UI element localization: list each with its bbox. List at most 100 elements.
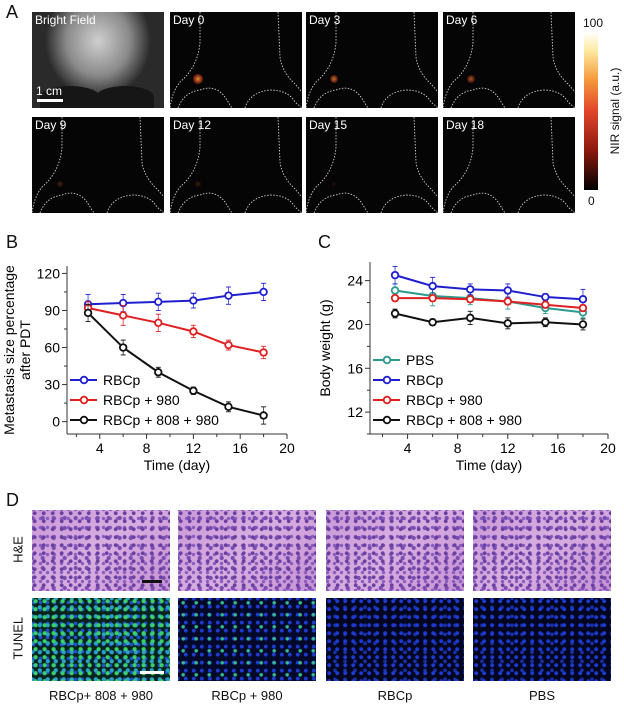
nir-signal-spot <box>331 181 337 187</box>
nir-signal-spot <box>195 181 201 187</box>
body-outline <box>443 117 575 213</box>
x-tick-label: 4 <box>96 440 104 456</box>
legend-marker <box>382 355 392 365</box>
data-point <box>503 297 512 306</box>
y-tick-label: 0 <box>52 414 60 430</box>
body-outline <box>32 117 164 213</box>
legend-marker <box>79 415 89 425</box>
x-tick-label: 4 <box>404 440 412 456</box>
legend-label: RBCp + 980 <box>406 392 483 408</box>
nir-image-tile: Day 15 <box>306 117 438 213</box>
data-point <box>259 348 268 357</box>
colorbar-min: 0 <box>588 194 595 208</box>
data-point <box>189 327 198 336</box>
tile-title: Day 3 <box>309 13 341 27</box>
series-line <box>394 274 584 301</box>
data-point <box>503 319 512 328</box>
body-outline <box>170 117 302 213</box>
y-tick-label: 90 <box>44 302 60 318</box>
he-stain-image <box>326 510 464 591</box>
data-point <box>118 311 128 320</box>
tile-title: Day 6 <box>446 13 478 27</box>
data-point <box>503 286 512 295</box>
body-outline <box>306 117 438 213</box>
body-outline <box>170 12 302 108</box>
y-tick-label: 120 <box>37 265 61 281</box>
scale-bar <box>37 99 63 102</box>
scale-bar <box>140 671 164 674</box>
data-point <box>541 292 550 302</box>
legend-marker <box>79 375 89 385</box>
column-label: RBCp+ 808 + 980 <box>48 688 154 703</box>
scale-bar <box>142 580 162 583</box>
x-tick-label: 12 <box>186 440 202 456</box>
data-point <box>154 297 163 307</box>
data-point <box>259 411 268 420</box>
series-line <box>394 312 584 326</box>
data-point <box>390 270 400 280</box>
row-label-he: H&E <box>10 536 26 563</box>
legend-label: RBCp + 808 + 980 <box>103 412 219 428</box>
nir-signal-spot <box>57 181 63 187</box>
tile-title: Day 9 <box>35 118 67 132</box>
data-point <box>118 343 128 352</box>
row-label-tunel: TUNEL <box>10 616 26 660</box>
data-point <box>466 285 475 294</box>
x-tick-label: 8 <box>454 440 462 456</box>
tile-title: Day 12 <box>173 118 212 132</box>
nir-signal-spot <box>193 74 203 84</box>
data-point <box>224 340 233 350</box>
series-rbcp-980 <box>390 293 588 313</box>
data-point <box>578 303 588 313</box>
series-rbcp <box>390 265 588 310</box>
data-point <box>390 309 400 318</box>
bright-field-image: 1 cm Bright Field <box>32 12 164 108</box>
y-tick-label: 20 <box>347 316 363 332</box>
chart-c: 4 8 12 16 20 12 16 20 24 Time (day) Body weight (g… <box>317 262 616 473</box>
x-tick-label: 20 <box>279 440 295 456</box>
body-outline <box>443 12 575 108</box>
data-point <box>466 313 475 323</box>
series-rbcp <box>83 282 268 315</box>
data-point <box>428 293 437 303</box>
x-axis-label: Time (day) <box>456 457 522 473</box>
x-tick-label: 16 <box>550 440 566 456</box>
colorbar-label: NIR signal (a.u.) <box>608 67 622 155</box>
legend-label: RBCp <box>103 372 141 388</box>
data-point <box>224 291 233 300</box>
data-point <box>154 318 163 328</box>
tile-title: Day 15 <box>309 118 348 132</box>
panel-b-label: B <box>6 232 19 252</box>
data-point <box>259 287 268 297</box>
data-point <box>466 295 475 304</box>
nir-colorbar <box>584 32 598 190</box>
y-tick-label: 12 <box>347 404 363 420</box>
nir-signal-spot <box>467 75 475 83</box>
data-point <box>428 281 437 291</box>
nir-image-tile: Day 9 <box>32 117 164 213</box>
legend-marker <box>79 395 89 405</box>
data-point <box>390 286 400 295</box>
data-point <box>189 386 198 395</box>
scale-bar-label: 1 cm <box>36 84 63 98</box>
column-label: PBS <box>528 688 555 703</box>
he-stain-image <box>32 510 170 591</box>
legend-label: PBS <box>406 352 434 368</box>
data-point <box>83 308 93 318</box>
x-tick-label: 12 <box>500 440 516 456</box>
data-point <box>189 296 198 305</box>
data-point <box>578 320 588 329</box>
y-axis-label: after PDT <box>17 320 33 380</box>
x-tick-label: 16 <box>232 440 248 456</box>
data-point <box>390 293 400 303</box>
series-rbcp-980 <box>83 301 268 360</box>
data-point <box>541 300 550 309</box>
x-tick-label: 20 <box>600 440 616 456</box>
series-line <box>88 290 264 306</box>
chart-b: 4 8 12 16 20 0 30 60 90 120 Time (day) Metastasis s… <box>1 265 295 473</box>
nir-image-tile: Day 3 <box>306 12 438 108</box>
y-tick-label: 60 <box>44 340 60 356</box>
series-line <box>87 307 264 354</box>
colorbar-max: 100 <box>583 16 604 30</box>
